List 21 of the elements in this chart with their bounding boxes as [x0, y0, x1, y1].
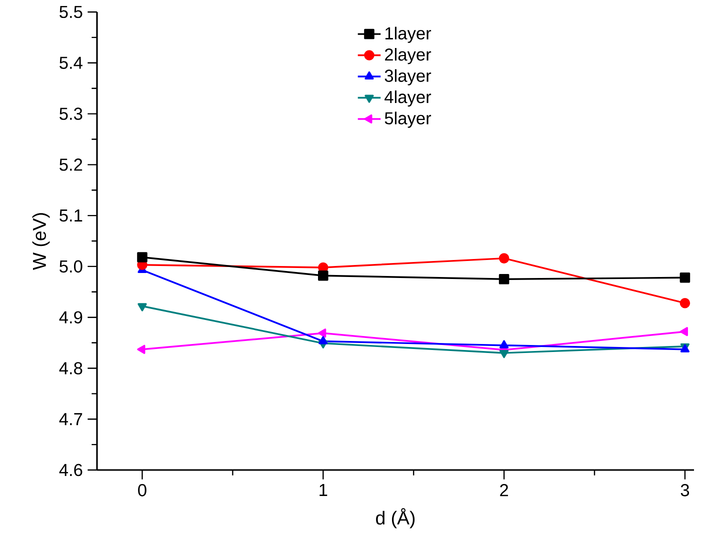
x-tick-label: 3 [680, 484, 690, 496]
y-axis-title: W (eV) [32, 213, 50, 270]
y-tick-label: 5.4 [60, 56, 82, 69]
y-tick-label: 5.3 [60, 108, 82, 120]
legend-label: 3layer [384, 69, 432, 86]
y-tick-label: 5.0 [60, 260, 82, 273]
legend-label: 5layer [384, 112, 432, 128]
y-tick-label: 4.7 [59, 413, 82, 426]
y-tick-label: 4.6 [59, 464, 82, 476]
y-tick-label: 5.1 [60, 210, 82, 222]
x-axis-title: d (Å) [376, 508, 415, 528]
x-tick-label: 2 [500, 484, 508, 496]
x-tick-label: 0 [138, 484, 146, 496]
legend-label: 4layer [384, 90, 432, 107]
y-tick-label: 4.9 [59, 311, 82, 324]
y-tick-label: 4.8 [59, 362, 82, 374]
x-tick-label: 1 [320, 484, 328, 496]
legend-label: 2layer [385, 48, 432, 64]
y-tick-label: 5.5 [60, 6, 82, 18]
legend-label: 1layer [385, 26, 432, 43]
y-tick-label: 5.2 [60, 158, 82, 171]
